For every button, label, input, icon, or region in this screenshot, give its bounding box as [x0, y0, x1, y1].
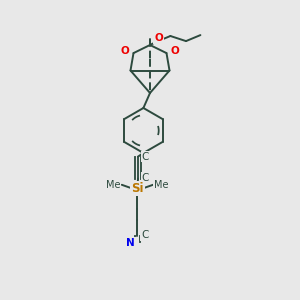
- Text: Me: Me: [106, 180, 121, 190]
- Text: C: C: [142, 152, 149, 162]
- Text: C: C: [141, 230, 148, 240]
- Text: Me: Me: [154, 180, 169, 190]
- Text: N: N: [126, 238, 135, 248]
- Text: Si: Si: [131, 182, 144, 195]
- Text: O: O: [120, 46, 129, 56]
- Text: C: C: [142, 173, 149, 183]
- Text: O: O: [170, 46, 179, 56]
- Text: O: O: [154, 33, 163, 43]
